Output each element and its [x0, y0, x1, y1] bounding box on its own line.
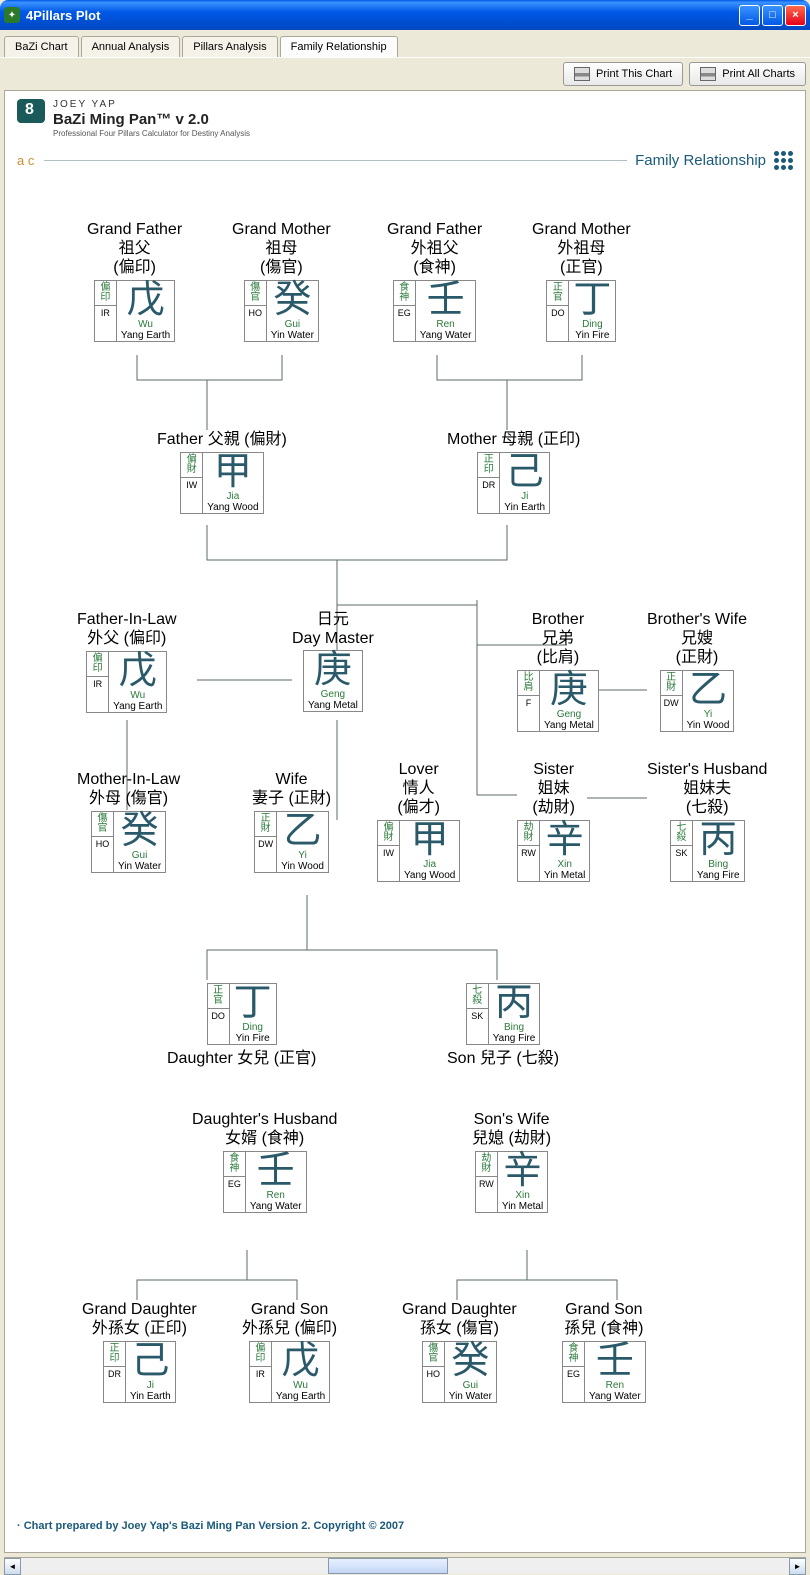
stem-card: 食神EG壬RenYang Water	[223, 1151, 307, 1213]
stem-card: 食神EG壬RenYang Water	[562, 1341, 646, 1403]
grid-icon	[774, 151, 793, 170]
node-father: Father 父親 (偏財)偏財IW甲JiaYang Wood	[157, 430, 287, 514]
horizontal-scrollbar[interactable]: ◄ ►	[4, 1557, 806, 1574]
print-this-label: Print This Chart	[596, 68, 672, 80]
tab-bar: BaZi ChartAnnual AnalysisPillars Analysi…	[0, 30, 810, 57]
window-title: 4Pillars Plot	[26, 8, 739, 23]
stem-card: 比肩F庚GengYang Metal	[517, 670, 599, 732]
print-this-button[interactable]: Print This Chart	[563, 62, 683, 86]
stem-card: 偏財IW甲JiaYang Wood	[180, 452, 263, 514]
node-gf1: Grand Father祖父(偏印)偏印IR戊WuYang Earth	[87, 220, 182, 343]
stem-card: 傷官HO癸GuiYin Water	[244, 280, 319, 342]
stem-card: 正印DR己JiYin Earth	[477, 452, 550, 514]
stem-card: 偏印IR戊WuYang Earth	[86, 651, 167, 713]
maximize-button[interactable]: □	[762, 5, 783, 26]
tab-family-relationship[interactable]: Family Relationship	[280, 36, 398, 57]
node-gd2: Grand Daughter孫女 (傷官)傷官HO癸GuiYin Water	[402, 1300, 517, 1403]
node-son: 七殺SK丙BingYang FireSon 兒子 (七殺)	[447, 980, 559, 1068]
node-browife: Brother's Wife兄嫂(正財)正財DW乙YiYin Wood	[647, 610, 747, 733]
node-dau: 正官DO丁DingYin FireDaughter 女兒 (正官)	[167, 980, 316, 1068]
stem-card: 傷官HO癸GuiYin Water	[422, 1341, 497, 1403]
print-all-button[interactable]: Print All Charts	[689, 62, 806, 86]
brand-block: JOEY YAP BaZi Ming Pan™ v 2.0 Profession…	[17, 99, 793, 139]
footer-text: · Chart prepared by Joey Yap's Bazi Ming…	[17, 1520, 793, 1532]
stem-card: 正財DW乙YiYin Wood	[254, 811, 329, 873]
stem-card: 傷官HO癸GuiYin Water	[91, 811, 166, 873]
node-gs1: Grand Son外孫兒 (偏印)偏印IR戊WuYang Earth	[242, 1300, 337, 1403]
content-panel: JOEY YAP BaZi Ming Pan™ v 2.0 Profession…	[4, 90, 806, 1553]
brand-logo-icon	[17, 99, 45, 123]
stem-card: 偏財IW甲JiaYang Wood	[377, 820, 460, 882]
printer-icon	[700, 67, 716, 81]
node-gf2: Grand Father外祖父(食神)食神EG壬RenYang Water	[387, 220, 482, 343]
section-header: a c Family Relationship	[17, 151, 793, 170]
node-bro: Brother兄弟(比肩)比肩F庚GengYang Metal	[517, 610, 599, 733]
node-wife: Wife妻子 (正財)正財DW乙YiYin Wood	[252, 770, 331, 873]
brand-line2: BaZi Ming Pan™ v 2.0	[53, 111, 250, 129]
node-gm2: Grand Mother外祖母(正官)正官DO丁DingYin Fire	[532, 220, 631, 343]
header-title: Family Relationship	[635, 152, 766, 169]
node-dm: 日元Day Master庚GengYang Metal	[292, 610, 374, 712]
node-gs2: Grand Son孫兒 (食神)食神EG壬RenYang Water	[562, 1300, 646, 1403]
header-left: a c	[17, 153, 34, 168]
node-fil: Father-In-Law外父 (偏印)偏印IR戊WuYang Earth	[77, 610, 177, 713]
tab-annual-analysis[interactable]: Annual Analysis	[81, 36, 181, 57]
node-mother: Mother 母親 (正印)正印DR己JiYin Earth	[447, 430, 580, 514]
stem-card: 劫財RW辛XinYin Metal	[517, 820, 590, 882]
stem-card: 七殺SK丙BingYang Fire	[670, 820, 745, 882]
stem-card: 庚GengYang Metal	[303, 650, 363, 712]
printer-icon	[574, 67, 590, 81]
minimize-button[interactable]: _	[739, 5, 760, 26]
node-sishub: Sister's Husband姐妹夫(七殺)七殺SK丙BingYang Fir…	[647, 760, 767, 883]
scroll-track[interactable]	[21, 1558, 789, 1574]
family-tree: Grand Father祖父(偏印)偏印IR戊WuYang Earth Grand…	[17, 190, 793, 1510]
app-icon: ✦	[4, 7, 20, 23]
node-gm1: Grand Mother祖母(傷官)傷官HO癸GuiYin Water	[232, 220, 331, 343]
stem-card: 七殺SK丙BingYang Fire	[466, 983, 541, 1045]
node-lover: Lover情人(偏才)偏財IW甲JiaYang Wood	[377, 760, 460, 883]
stem-card: 食神EG壬RenYang Water	[393, 280, 477, 342]
node-sonwife: Son's Wife兒媳 (劫財)劫財RW辛XinYin Metal	[472, 1110, 551, 1213]
print-all-label: Print All Charts	[722, 68, 795, 80]
window-titlebar: ✦ 4Pillars Plot _ □ ×	[0, 0, 810, 30]
node-sis: Sister姐妹(劫財)劫財RW辛XinYin Metal	[517, 760, 590, 883]
stem-card: 正官DO丁DingYin Fire	[546, 280, 616, 342]
tab-bazi-chart[interactable]: BaZi Chart	[4, 36, 79, 57]
close-button[interactable]: ×	[785, 5, 806, 26]
brand-line3: Professional Four Pillars Calculator for…	[53, 129, 250, 139]
stem-card: 劫財RW辛XinYin Metal	[475, 1151, 548, 1213]
scroll-left-button[interactable]: ◄	[4, 1558, 21, 1575]
brand-line1: JOEY YAP	[53, 99, 250, 111]
stem-card: 正官DO丁DingYin Fire	[207, 983, 277, 1045]
node-gd1: Grand Daughter外孫女 (正印)正印DR己JiYin Earth	[82, 1300, 197, 1403]
node-mil: Mother-In-Law外母 (傷官)傷官HO癸GuiYin Water	[77, 770, 180, 873]
stem-card: 正財DW乙YiYin Wood	[660, 670, 735, 732]
stem-card: 正印DR己JiYin Earth	[103, 1341, 176, 1403]
toolbar: Print This Chart Print All Charts	[0, 57, 810, 90]
scroll-thumb[interactable]	[328, 1558, 448, 1574]
tab-pillars-analysis[interactable]: Pillars Analysis	[182, 36, 277, 57]
scroll-right-button[interactable]: ►	[789, 1558, 806, 1575]
node-dauhub: Daughter's Husband女婿 (食神)食神EG壬RenYang Wa…	[192, 1110, 337, 1213]
stem-card: 偏印IR戊WuYang Earth	[94, 280, 175, 342]
stem-card: 偏印IR戊WuYang Earth	[249, 1341, 330, 1403]
